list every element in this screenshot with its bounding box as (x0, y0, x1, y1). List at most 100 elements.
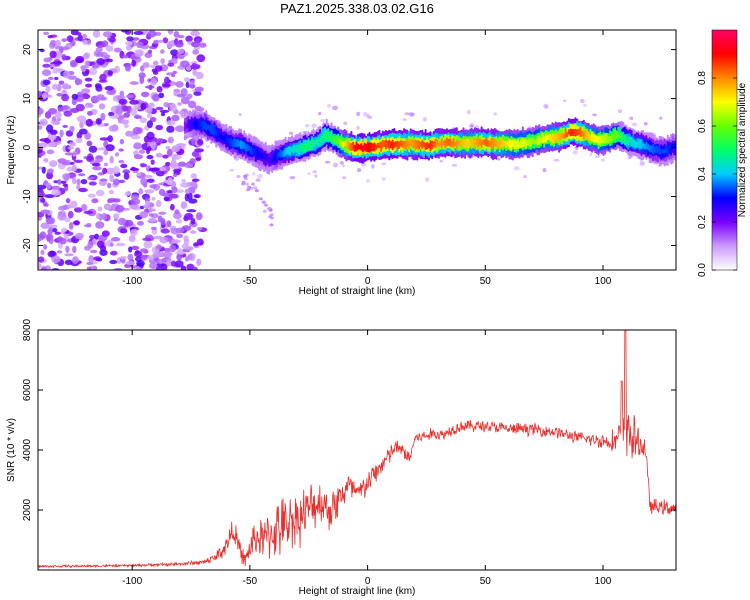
noise-blob (127, 253, 134, 261)
noise-blob (117, 95, 126, 100)
noise-blob (120, 119, 130, 125)
ridge-core (436, 139, 439, 147)
noise-blob (112, 166, 120, 175)
noise-blob (254, 189, 259, 193)
noise-blob (160, 228, 170, 234)
noise-blob (180, 110, 185, 119)
ridge-core (220, 133, 223, 140)
colorbar-tick-label: 0.6 (697, 119, 708, 133)
noise-blob (148, 213, 154, 217)
noise-blob (108, 37, 116, 43)
noise-blob (425, 177, 430, 182)
noise-blob (45, 85, 51, 93)
ridge-core (414, 139, 417, 151)
noise-blob (152, 70, 159, 75)
noise-blob (61, 93, 70, 102)
noise-blob (108, 190, 115, 195)
noise-blob (40, 198, 46, 203)
noise-blob (162, 154, 169, 159)
ridge-core (487, 139, 490, 147)
noise-blob (77, 34, 84, 42)
noise-blob (45, 216, 55, 225)
ridge-core (668, 144, 671, 154)
ridge-core (543, 136, 546, 143)
noise-blob (175, 125, 185, 133)
ridge-core (421, 139, 424, 150)
ridge-core (352, 141, 355, 151)
noise-blob (523, 175, 527, 179)
noise-blob (58, 80, 65, 85)
noise-blob (170, 49, 179, 56)
ridge-core (221, 135, 224, 142)
ridge-core (335, 136, 338, 144)
noise-blob (64, 173, 70, 182)
ridge-core (563, 133, 565, 139)
noise-blob (639, 161, 645, 166)
ridge-core (619, 133, 621, 139)
ridge-core (399, 140, 402, 147)
noise-blob (47, 76, 54, 81)
noise-blob (121, 55, 129, 59)
noise-blob (167, 30, 174, 35)
ridge-core (244, 144, 247, 152)
ridge-core (330, 131, 333, 143)
ridge-core (274, 151, 277, 161)
ridge-core (248, 145, 251, 151)
noise-blob (150, 226, 157, 231)
noise-blob (86, 155, 95, 163)
noise-blob (147, 146, 152, 152)
noise-blob (70, 61, 77, 68)
ridge-core (427, 143, 430, 149)
noise-blob (65, 245, 70, 254)
ridge-core (404, 140, 407, 150)
noise-blob (592, 113, 597, 117)
noise-blob (155, 106, 164, 111)
noise-blob (173, 88, 181, 93)
noise-blob (173, 173, 178, 177)
noise-blob (172, 70, 178, 75)
noise-blob (142, 62, 150, 68)
noise-blob (134, 250, 141, 254)
noise-blob (129, 204, 139, 210)
noise-blob (51, 255, 61, 264)
noise-blob (55, 39, 61, 48)
noise-blob (84, 77, 93, 82)
ridge-core (235, 138, 238, 148)
noise-blob (147, 30, 157, 38)
noise-blob (146, 120, 153, 129)
noise-blob (57, 205, 67, 211)
ridge-core (314, 140, 317, 147)
noise-blob (92, 30, 101, 38)
noise-blob (102, 31, 113, 38)
ridge-core (307, 140, 310, 151)
noise-blob (71, 164, 78, 172)
noise-blob (192, 49, 200, 55)
noise-blob (61, 38, 68, 42)
ridge-core (652, 144, 654, 155)
noise-blob (133, 31, 144, 35)
noise-blob (617, 109, 623, 114)
ridge-core (238, 141, 241, 147)
noise-blob (49, 160, 58, 168)
ridge-core (549, 135, 552, 142)
ridge-core (556, 133, 559, 143)
noise-blob (49, 50, 57, 59)
ridge-core (505, 141, 508, 149)
ridge-core (495, 140, 498, 147)
noise-blob (140, 177, 148, 186)
noise-blob (177, 48, 185, 54)
noise-blob (185, 256, 190, 262)
ridge-core (343, 141, 346, 147)
noise-blob (190, 218, 196, 225)
ridge-core (287, 146, 290, 155)
noise-blob (253, 186, 258, 190)
ridge-core (553, 133, 556, 144)
ridge-core (386, 140, 389, 148)
ridge-core (223, 135, 226, 142)
ridge-core (202, 120, 205, 131)
ridge-core (485, 137, 488, 147)
noise-blob (497, 157, 501, 161)
noise-blob (185, 35, 193, 43)
noise-blob (197, 138, 204, 146)
noise-blob (155, 170, 165, 177)
